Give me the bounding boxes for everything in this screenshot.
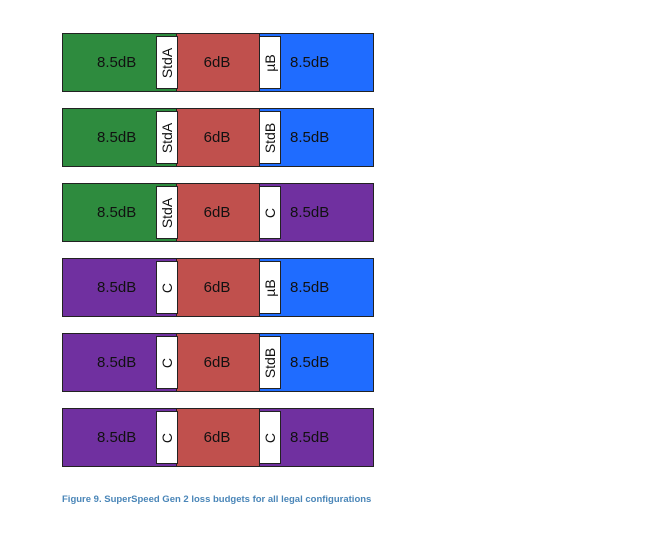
device-loss-block-label: 8.5dB (290, 129, 330, 146)
loss-budget-diagram: 8.5dB 6dB 8.5dB StdA µB 8.5dB 6dB 8.5dB StdA StdB… (62, 33, 374, 483)
host-connector: StdA (156, 111, 178, 164)
figure-caption: Figure 9. SuperSpeed Gen 2 loss budgets … (62, 494, 372, 505)
config-row: 8.5dB 6dB 8.5dB StdA µB (62, 33, 374, 92)
device-connector-label: C (262, 207, 278, 218)
cable-loss-block-label: 6dB (203, 279, 231, 296)
cable-loss-block: 6dB (176, 408, 260, 467)
cable-loss-block-label: 6dB (203, 354, 231, 371)
device-loss-block-label: 8.5dB (290, 429, 330, 446)
device-connector-label: StdB (262, 347, 278, 378)
device-loss-block-label: 8.5dB (290, 204, 330, 221)
host-connector-label: StdA (159, 197, 175, 228)
cable-loss-block: 6dB (176, 333, 260, 392)
device-connector: µB (259, 36, 281, 89)
device-connector-label: C (262, 432, 278, 443)
host-connector: C (156, 411, 178, 464)
host-loss-block-label: 8.5dB (97, 354, 137, 371)
host-connector: C (156, 261, 178, 314)
device-connector: µB (259, 261, 281, 314)
host-connector-label: StdA (159, 122, 175, 153)
host-loss-block-label: 8.5dB (97, 204, 137, 221)
host-connector: StdA (156, 186, 178, 239)
host-loss-block-label: 8.5dB (97, 54, 137, 71)
cable-loss-block: 6dB (176, 183, 260, 242)
cable-loss-block: 6dB (176, 258, 260, 317)
cable-loss-block-label: 6dB (203, 54, 231, 71)
cable-loss-block-label: 6dB (203, 204, 231, 221)
host-loss-block-label: 8.5dB (97, 279, 137, 296)
device-connector: C (259, 186, 281, 239)
cable-loss-block-label: 6dB (203, 429, 231, 446)
cable-loss-block: 6dB (176, 33, 260, 92)
device-connector-label: µB (262, 53, 278, 72)
cable-loss-block-label: 6dB (203, 129, 231, 146)
host-connector-label: C (159, 432, 175, 443)
config-row: 8.5dB 6dB 8.5dB StdA C (62, 183, 374, 242)
host-loss-block-label: 8.5dB (97, 129, 137, 146)
host-connector: C (156, 336, 178, 389)
device-connector: StdB (259, 336, 281, 389)
device-loss-block-label: 8.5dB (290, 354, 330, 371)
config-row: 8.5dB 6dB 8.5dB StdA StdB (62, 108, 374, 167)
host-connector-label: StdA (159, 47, 175, 78)
host-loss-block-label: 8.5dB (97, 429, 137, 446)
device-loss-block-label: 8.5dB (290, 279, 330, 296)
config-row: 8.5dB 6dB 8.5dB C C (62, 408, 374, 467)
device-connector-label: StdB (262, 122, 278, 153)
device-loss-block-label: 8.5dB (290, 54, 330, 71)
host-connector-label: C (159, 282, 175, 293)
device-connector: C (259, 411, 281, 464)
device-connector: StdB (259, 111, 281, 164)
config-row: 8.5dB 6dB 8.5dB C StdB (62, 333, 374, 392)
host-connector: StdA (156, 36, 178, 89)
cable-loss-block: 6dB (176, 108, 260, 167)
host-connector-label: C (159, 357, 175, 368)
device-connector-label: µB (262, 278, 278, 297)
